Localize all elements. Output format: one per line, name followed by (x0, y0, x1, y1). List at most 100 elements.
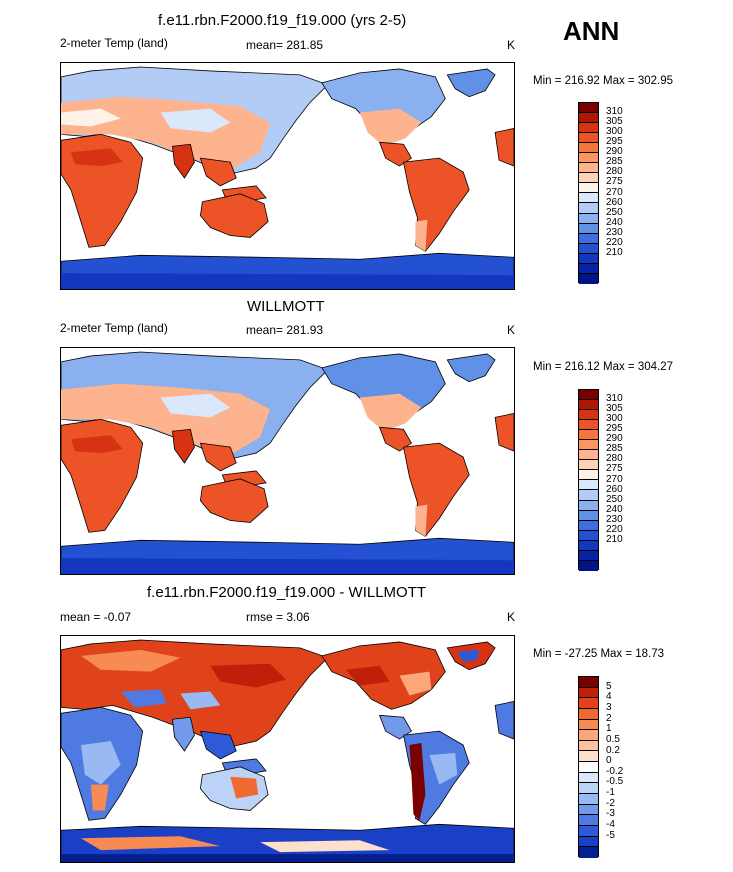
colorbar-segment (579, 847, 598, 858)
colorbar-tick-label: 305 (606, 403, 623, 415)
panel1-map-svg (61, 66, 514, 289)
panel3-map (60, 635, 515, 863)
panel2-minmax: Min = 216.12 Max = 304.27 (533, 361, 674, 373)
colorbar-segment (579, 103, 598, 114)
colorbar-tick-label: 250 (606, 493, 623, 505)
colorbar-segment (579, 836, 598, 848)
colorbar-tick-label: 285 (606, 443, 623, 455)
panel1-map (60, 62, 515, 290)
panel2-mean-label: mean= 281.93 (246, 323, 324, 337)
colorbar-segment (579, 193, 598, 204)
colorbar-segment (579, 223, 598, 234)
panel1-colorbar (578, 102, 599, 284)
colorbar-tick-label: 295 (606, 423, 623, 435)
colorbar-segment (579, 698, 598, 709)
panel2-map-svg (61, 351, 514, 574)
colorbar-segment (579, 550, 598, 561)
colorbar-segment (579, 410, 598, 421)
colorbar-tick-label: 270 (606, 186, 623, 198)
colorbar-segment (579, 440, 598, 451)
colorbar-segment (579, 783, 598, 795)
colorbar-segment (579, 762, 598, 773)
colorbar-segment (579, 133, 598, 144)
colorbar-segment (579, 153, 598, 164)
colorbar-tick-label: 275 (606, 176, 623, 188)
colorbar-segment (579, 719, 598, 731)
colorbar-segment (579, 263, 598, 274)
panel3-minmax: Min = -27.25 Max = 18.73 (533, 648, 665, 660)
colorbar-segment (579, 183, 598, 194)
panel3-rmse-label: rmse = 3.06 (246, 610, 310, 624)
colorbar-segment (579, 560, 598, 571)
colorbar-segment (579, 740, 598, 752)
colorbar-tick-label: 220 (606, 236, 623, 248)
panel2-variable-label: 2-meter Temp (land) (60, 321, 168, 335)
panel3-map-svg (61, 639, 514, 862)
colorbar-segment (579, 530, 598, 541)
colorbar-segment (579, 470, 598, 481)
colorbar-tick-label: 5 (606, 680, 612, 692)
panel1-mean-label: mean= 281.85 (246, 38, 324, 52)
colorbar-segment (579, 520, 598, 531)
colorbar-tick-label: 305 (606, 116, 623, 128)
colorbar-segment (579, 772, 598, 784)
colorbar-segment (579, 510, 598, 521)
colorbar-segment (579, 687, 598, 699)
colorbar-tick-label: 210 (606, 246, 623, 258)
colorbar-segment (579, 500, 598, 511)
colorbar-tick-label: 275 (606, 463, 623, 475)
colorbar-segment (579, 677, 598, 688)
panel3-title: f.e11.rbn.F2000.f19_f19.000 - WILLMOTT (147, 584, 427, 601)
colorbar-segment (579, 143, 598, 154)
colorbar-segment (579, 794, 598, 805)
colorbar-segment (579, 825, 598, 837)
colorbar-segment (579, 233, 598, 244)
colorbar-segment (579, 253, 598, 264)
colorbar-segment (579, 730, 598, 741)
panel3-units-label: K (507, 610, 516, 624)
colorbar-segment (579, 123, 598, 134)
colorbar-tick-label: 1 (606, 723, 612, 735)
colorbar-tick-label: 300 (606, 413, 623, 425)
colorbar-tick-label: 280 (606, 166, 623, 178)
colorbar-tick-label: 310 (606, 393, 623, 405)
panel1-units-label: K (507, 38, 516, 52)
colorbar-tick-label: 260 (606, 483, 623, 495)
panel1-variable-label: 2-meter Temp (land) (60, 36, 168, 50)
colorbar-tick-label: -3 (606, 808, 615, 820)
panel1-title: f.e11.rbn.F2000.f19_f19.000 (yrs 2-5) (158, 12, 407, 29)
colorbar-tick-label: 290 (606, 146, 623, 158)
colorbar-segment (579, 815, 598, 826)
colorbar-segment (579, 540, 598, 551)
colorbar-tick-label: 230 (606, 226, 623, 238)
colorbar-segment (579, 804, 598, 816)
colorbar-tick-label: 300 (606, 126, 623, 138)
colorbar-segment (579, 273, 598, 284)
colorbar-segment (579, 460, 598, 471)
colorbar-tick-label: 260 (606, 196, 623, 208)
colorbar-segment (579, 430, 598, 441)
colorbar-tick-label: 240 (606, 216, 623, 228)
colorbar-tick-label: -0.2 (606, 765, 624, 777)
colorbar-segment (579, 203, 598, 214)
colorbar-tick-label: 280 (606, 453, 623, 465)
colorbar-tick-label: 250 (606, 206, 623, 218)
colorbar-tick-label: 4 (606, 691, 612, 703)
colorbar-tick-label: 240 (606, 503, 623, 515)
colorbar-segment (579, 113, 598, 124)
colorbar-segment (579, 390, 598, 401)
colorbar-tick-label: 0.5 (606, 733, 620, 745)
season-label: ANN (563, 16, 620, 46)
colorbar-tick-label: 310 (606, 106, 623, 118)
colorbar-tick-label: 2 (606, 712, 612, 724)
colorbar-tick-label: 210 (606, 533, 623, 545)
panel2-units-label: K (507, 323, 516, 337)
panel2-colorbar (578, 389, 599, 571)
colorbar-segment (579, 243, 598, 254)
panel3-colorbar (578, 676, 599, 858)
colorbar-tick-label: 295 (606, 136, 623, 148)
colorbar-tick-label: 220 (606, 523, 623, 535)
colorbar-segment (579, 480, 598, 491)
colorbar-tick-label: 285 (606, 156, 623, 168)
panel2-map (60, 347, 515, 575)
